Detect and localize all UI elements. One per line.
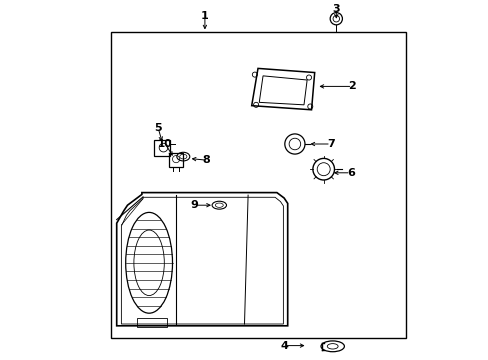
Text: 1: 1 — [201, 11, 208, 21]
Text: 9: 9 — [190, 200, 198, 210]
Text: 6: 6 — [346, 168, 354, 178]
Text: 3: 3 — [332, 4, 340, 14]
Text: 5: 5 — [154, 123, 162, 133]
Bar — [111, 32, 406, 338]
Text: 10: 10 — [158, 139, 172, 149]
Bar — [136, 318, 167, 327]
Text: 2: 2 — [348, 81, 356, 91]
Text: 8: 8 — [203, 155, 210, 165]
Text: 4: 4 — [280, 341, 287, 351]
Text: 7: 7 — [326, 139, 334, 149]
